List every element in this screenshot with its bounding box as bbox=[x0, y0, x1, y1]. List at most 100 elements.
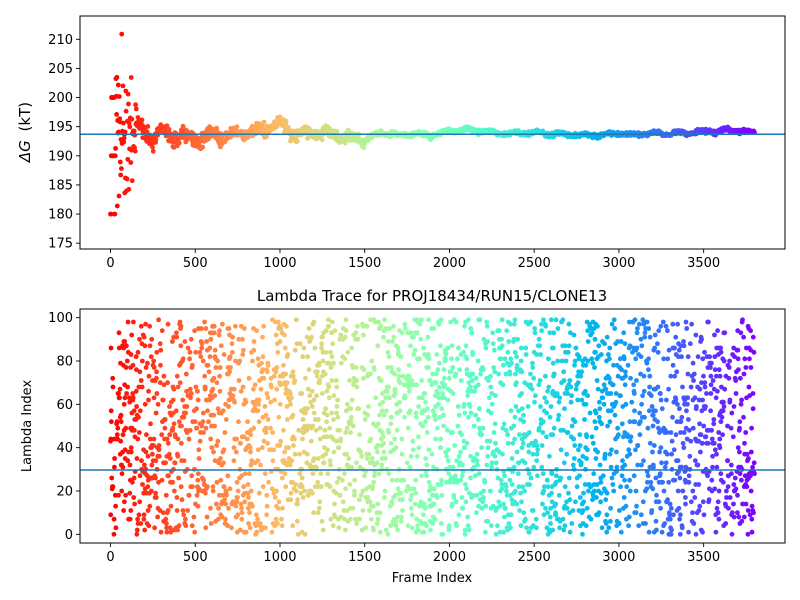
y-tick-label: 185 bbox=[48, 178, 73, 193]
lambda-point bbox=[661, 488, 667, 494]
delta-g-point bbox=[150, 144, 155, 150]
lambda-point bbox=[685, 354, 691, 360]
lambda-point bbox=[326, 317, 331, 323]
lambda-point bbox=[184, 388, 190, 394]
lambda-point bbox=[672, 477, 678, 483]
lambda-point bbox=[315, 479, 321, 485]
lambda-point bbox=[255, 458, 261, 464]
lambda-point bbox=[516, 460, 522, 466]
lambda-point bbox=[235, 512, 241, 518]
delta-g-point bbox=[114, 203, 120, 209]
lambda-point bbox=[602, 341, 607, 347]
lambda-point bbox=[441, 395, 447, 401]
lambda-point bbox=[170, 339, 175, 344]
lambda-point bbox=[702, 380, 708, 386]
lambda-point bbox=[231, 445, 237, 451]
lambda-point bbox=[264, 503, 270, 509]
lambda-point bbox=[153, 475, 158, 481]
lambda-point bbox=[538, 352, 543, 357]
delta-g-point bbox=[124, 176, 130, 182]
lambda-point bbox=[177, 380, 183, 386]
lambda-point bbox=[735, 510, 740, 516]
lambda-point bbox=[397, 380, 403, 386]
lambda-point bbox=[665, 328, 670, 334]
lambda-point bbox=[210, 488, 216, 494]
lambda-point bbox=[603, 386, 609, 392]
lambda-point bbox=[195, 477, 201, 483]
lambda-point bbox=[550, 360, 556, 366]
lambda-point bbox=[323, 328, 329, 334]
lambda-point bbox=[110, 484, 116, 490]
lambda-point bbox=[441, 412, 446, 418]
lambda-point bbox=[438, 445, 444, 451]
lambda-point bbox=[186, 492, 192, 498]
lambda-point bbox=[440, 531, 446, 537]
lambda-point bbox=[119, 488, 125, 494]
lambda-point bbox=[570, 508, 576, 513]
lambda-point bbox=[511, 423, 517, 429]
lambda-point bbox=[290, 523, 296, 529]
lambda-point bbox=[133, 354, 139, 360]
lambda-point bbox=[645, 473, 651, 479]
lambda-point bbox=[284, 380, 290, 386]
lambda-point bbox=[640, 393, 645, 399]
lambda-point bbox=[110, 384, 116, 390]
lambda-point bbox=[729, 410, 735, 416]
lambda-point bbox=[597, 399, 602, 405]
lambda-point bbox=[631, 391, 637, 396]
lambda-point bbox=[539, 443, 545, 448]
lambda-point bbox=[735, 492, 740, 498]
delta-g-point bbox=[139, 117, 145, 123]
lambda-point bbox=[459, 495, 465, 500]
lambda-point bbox=[246, 375, 252, 381]
lambda-point bbox=[515, 471, 521, 477]
lambda-point bbox=[434, 352, 440, 357]
lambda-point bbox=[738, 330, 744, 336]
lambda-point bbox=[597, 406, 603, 412]
lambda-point bbox=[309, 404, 315, 409]
lambda-point bbox=[456, 512, 462, 518]
delta-g-point bbox=[126, 186, 132, 192]
lambda-point bbox=[433, 436, 439, 442]
lambda-point bbox=[492, 421, 498, 427]
lambda-point bbox=[526, 471, 532, 477]
lambda-point bbox=[398, 514, 404, 520]
lambda-point bbox=[573, 345, 579, 351]
lambda-point bbox=[388, 421, 394, 427]
x-tick-label: 2500 bbox=[518, 256, 551, 271]
lambda-point bbox=[474, 510, 479, 516]
lambda-point bbox=[496, 499, 502, 505]
y-tick-label: 180 bbox=[48, 208, 73, 223]
lambda-point bbox=[215, 516, 221, 522]
lambda-point bbox=[664, 397, 669, 403]
lambda-point bbox=[172, 488, 177, 494]
lambda-point bbox=[145, 508, 151, 513]
delta-g-point bbox=[264, 133, 270, 139]
lambda-point bbox=[538, 404, 543, 409]
lambda-point bbox=[342, 356, 348, 362]
lambda-point bbox=[608, 391, 614, 396]
lambda-point bbox=[292, 347, 298, 353]
delta-g-point bbox=[117, 159, 123, 165]
lambda-point bbox=[282, 332, 287, 338]
lambda-point bbox=[664, 451, 670, 457]
lambda-point bbox=[322, 371, 328, 377]
lambda-point bbox=[230, 334, 236, 340]
lambda-point bbox=[574, 484, 580, 490]
lambda-point bbox=[535, 473, 540, 479]
lambda-point bbox=[653, 475, 659, 481]
lambda-point bbox=[156, 447, 162, 453]
lambda-point bbox=[707, 354, 712, 360]
lambda-point bbox=[134, 456, 140, 461]
lambda-point bbox=[604, 490, 610, 496]
lambda-axes-frame bbox=[79, 308, 786, 544]
delta-g-point bbox=[166, 126, 172, 132]
lambda-point bbox=[239, 510, 245, 516]
lambda-point bbox=[221, 460, 226, 466]
lambda-point bbox=[737, 375, 743, 381]
lambda-point bbox=[612, 326, 618, 331]
lambda-x-ticks: 0 500 1000 1500 2000 2500 3000 3500 bbox=[106, 543, 720, 565]
lambda-point bbox=[237, 527, 243, 533]
lambda-point bbox=[694, 404, 699, 409]
